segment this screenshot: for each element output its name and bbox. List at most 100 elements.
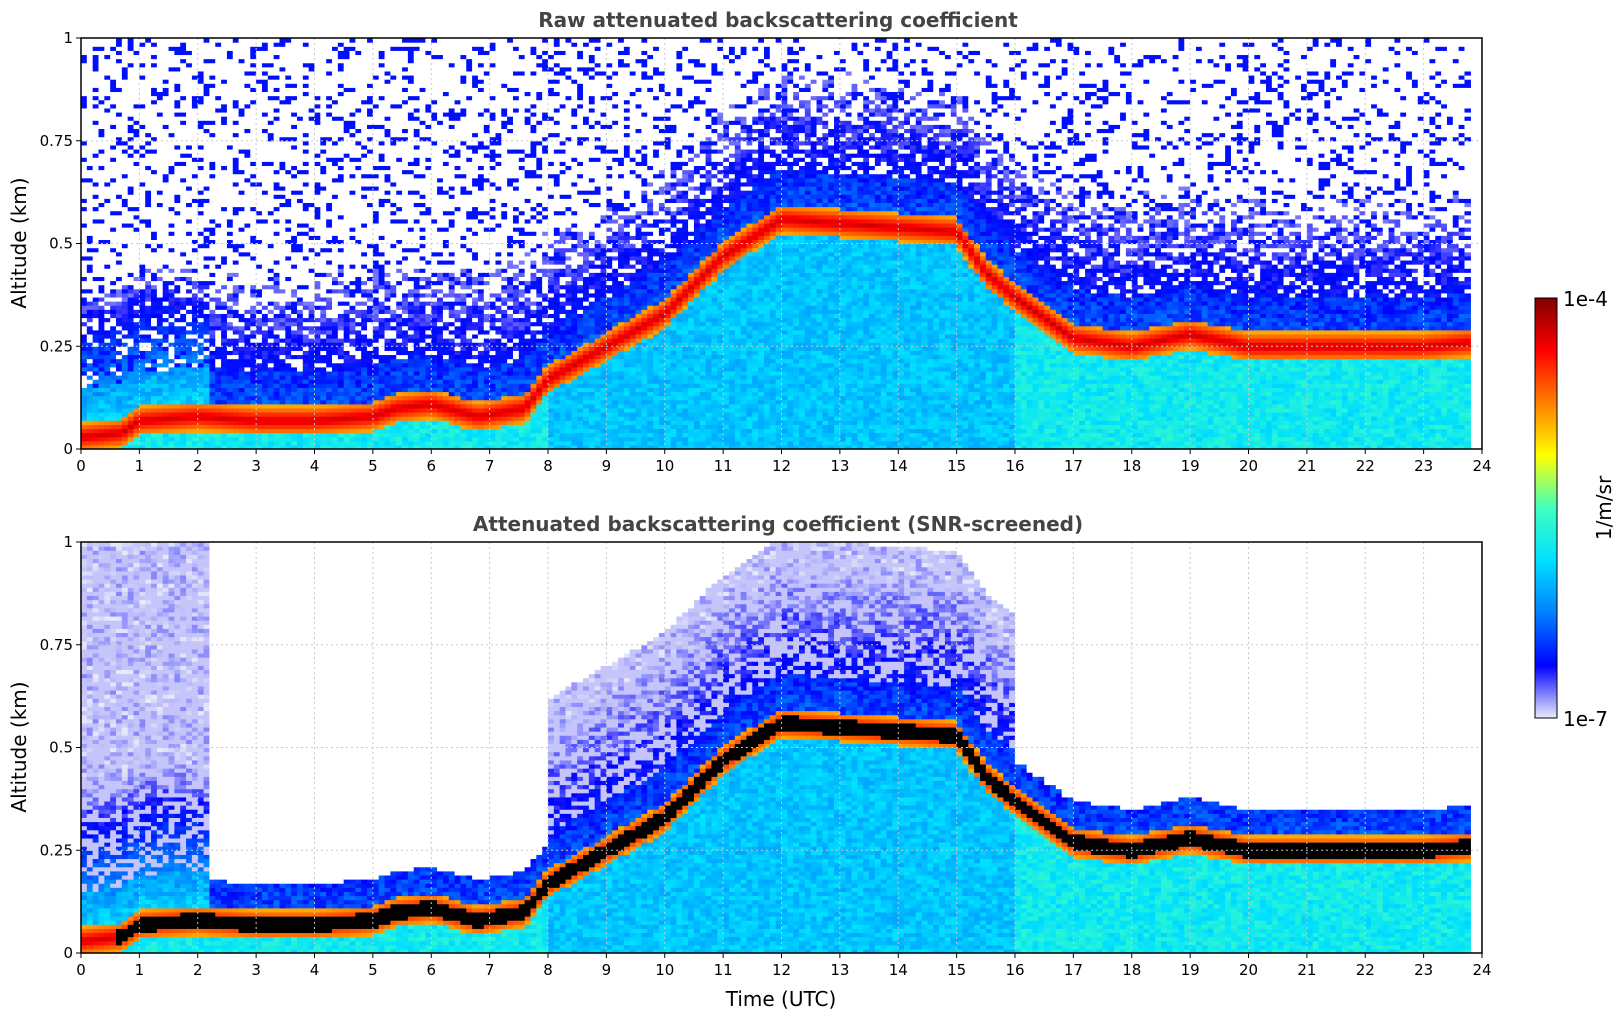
heatmap-cell: [174, 396, 180, 401]
heatmap-cell: [244, 367, 250, 372]
heatmap-cell: [180, 59, 186, 64]
heatmap-cell: [81, 297, 87, 302]
heatmap-cell: [116, 280, 122, 285]
heatmap-cell: [227, 79, 233, 84]
heatmap-cell: [221, 91, 227, 96]
heatmap-cell: [227, 161, 233, 166]
heatmap-cell: [227, 174, 233, 179]
heatmap-cell: [204, 124, 210, 129]
heatmap-cell: [239, 396, 245, 401]
heatmap-cell: [221, 83, 227, 88]
heatmap-cell: [87, 396, 93, 401]
heatmap-cell: [122, 309, 128, 314]
heatmap-cell: [186, 145, 192, 150]
heatmap-cell: [104, 174, 110, 179]
heatmap-cell: [239, 244, 245, 249]
heatmap-cell: [116, 211, 122, 216]
heatmap-cell: [169, 379, 175, 384]
heatmap-cell: [122, 104, 128, 109]
heatmap-cell: [99, 375, 105, 380]
heatmap-cell: [215, 297, 221, 302]
heatmap-cell: [151, 289, 157, 294]
heatmap-cell: [116, 408, 122, 413]
heatmap-cell: [244, 96, 250, 101]
heatmap-cell: [169, 141, 175, 146]
heatmap-cell: [110, 133, 116, 138]
heatmap-cell: [186, 87, 192, 92]
heatmap-cell: [157, 133, 163, 138]
heatmap-cell: [215, 124, 221, 129]
heatmap-cell: [227, 264, 233, 269]
heatmap-cell: [122, 153, 128, 158]
heatmap-cell: [244, 231, 250, 236]
heatmap-cell: [81, 248, 87, 253]
heatmap-cell: [145, 416, 151, 421]
heatmap-cell: [209, 174, 215, 179]
heatmap-cell: [244, 207, 250, 212]
heatmap-cell: [204, 244, 210, 249]
heatmap-cell: [233, 124, 239, 129]
heatmap-cell: [233, 244, 239, 249]
heatmap-cell: [244, 437, 250, 442]
heatmap-cell: [128, 375, 134, 380]
heatmap-cell: [209, 293, 215, 298]
heatmap-cell: [186, 223, 192, 228]
heatmap-cell: [209, 100, 215, 105]
heatmap-cell: [81, 264, 87, 269]
heatmap-cell: [81, 165, 87, 170]
heatmap-cell: [163, 112, 169, 117]
heatmap-cell: [169, 276, 175, 281]
heatmap-cell: [87, 194, 93, 199]
heatmap-cell: [204, 141, 210, 146]
heatmap-cell: [244, 211, 250, 216]
heatmap-cell: [104, 338, 110, 343]
heatmap-cell: [186, 367, 192, 372]
heatmap-cell: [87, 428, 93, 433]
heatmap-cell: [239, 190, 245, 195]
heatmap-cell: [151, 116, 157, 121]
heatmap-cell: [215, 256, 221, 261]
heatmap-cell: [87, 170, 93, 175]
heatmap-cell: [139, 391, 145, 396]
heatmap-cell: [104, 391, 110, 396]
heatmap-cell: [139, 215, 145, 220]
heatmap-cell: [122, 420, 128, 425]
heatmap-cell: [239, 280, 245, 285]
heatmap-cell: [104, 59, 110, 64]
heatmap-cell: [99, 145, 105, 150]
heatmap-cell: [169, 42, 175, 47]
heatmap-cell: [233, 120, 239, 125]
heatmap-cell: [186, 272, 192, 277]
heatmap-cell: [151, 128, 157, 133]
heatmap-cell: [180, 313, 186, 318]
heatmap-cell: [198, 170, 204, 175]
heatmap-cell: [81, 301, 87, 306]
heatmap-cell: [139, 190, 145, 195]
heatmap-cell: [221, 194, 227, 199]
heatmap-cell: [110, 198, 116, 203]
heatmap-cell: [151, 322, 157, 327]
heatmap-cell: [204, 104, 210, 109]
heatmap-cell: [157, 367, 163, 372]
heatmap-cell: [104, 120, 110, 125]
heatmap-cell: [198, 260, 204, 265]
heatmap-cell: [139, 289, 145, 294]
heatmap-cell: [174, 354, 180, 359]
heatmap-cell: [209, 404, 215, 409]
heatmap-cell: [128, 165, 134, 170]
heatmap-cell: [128, 437, 134, 442]
heatmap-cell: [151, 359, 157, 364]
heatmap-cell: [110, 202, 116, 207]
heatmap-cell: [221, 63, 227, 68]
heatmap-cell: [145, 42, 151, 47]
heatmap-cell: [163, 104, 169, 109]
heatmap-cell: [122, 404, 128, 409]
heatmap-cell: [239, 42, 245, 47]
heatmap-cell: [180, 124, 186, 129]
heatmap-cell: [209, 260, 215, 265]
heatmap-cell: [139, 198, 145, 203]
heatmap-cell: [151, 194, 157, 199]
heatmap-cell: [209, 215, 215, 220]
heatmap-cell: [198, 67, 204, 72]
heatmap-cell: [163, 346, 169, 351]
